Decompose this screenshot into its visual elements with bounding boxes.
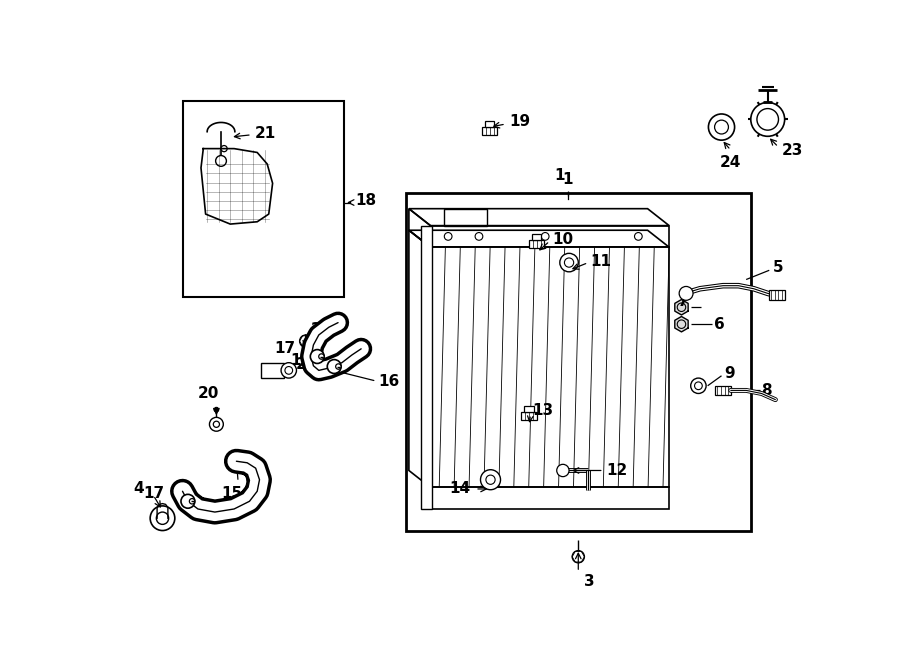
Bar: [716, 386, 731, 395]
Text: 12: 12: [606, 463, 627, 478]
Text: 18: 18: [355, 194, 376, 208]
Circle shape: [285, 367, 292, 374]
Circle shape: [319, 354, 324, 359]
Text: 22: 22: [296, 357, 317, 371]
Circle shape: [486, 475, 495, 485]
Text: 7: 7: [678, 293, 688, 309]
Bar: [529, 240, 544, 248]
Text: 15: 15: [221, 486, 242, 501]
Text: 17: 17: [274, 340, 296, 356]
Circle shape: [210, 417, 223, 431]
Text: 10: 10: [552, 232, 573, 247]
Circle shape: [310, 350, 324, 364]
Bar: [521, 412, 536, 420]
Circle shape: [281, 363, 296, 378]
Text: 16: 16: [378, 373, 400, 389]
Circle shape: [757, 108, 778, 130]
Circle shape: [708, 114, 734, 140]
Text: 2: 2: [311, 322, 322, 337]
Text: 9: 9: [724, 366, 735, 381]
Circle shape: [189, 498, 194, 504]
Circle shape: [695, 382, 702, 389]
Text: 8: 8: [761, 383, 772, 398]
Circle shape: [557, 464, 569, 477]
Circle shape: [214, 407, 219, 412]
Circle shape: [690, 378, 707, 393]
Circle shape: [216, 155, 227, 167]
Circle shape: [560, 253, 579, 272]
Circle shape: [680, 286, 693, 300]
Circle shape: [445, 233, 452, 240]
Circle shape: [336, 364, 341, 369]
Circle shape: [572, 551, 584, 563]
Text: 5: 5: [773, 260, 784, 276]
Bar: [532, 234, 541, 240]
Bar: [430, 247, 669, 487]
Text: 13: 13: [532, 403, 554, 418]
Circle shape: [213, 421, 220, 428]
Circle shape: [328, 360, 341, 373]
Circle shape: [481, 470, 500, 490]
Bar: [525, 406, 534, 412]
Text: 23: 23: [781, 143, 803, 158]
Bar: [430, 225, 669, 247]
Bar: [183, 101, 344, 297]
Text: 3: 3: [584, 574, 595, 590]
Polygon shape: [675, 299, 688, 315]
Text: 20: 20: [198, 386, 220, 401]
Bar: [770, 290, 785, 299]
Bar: [421, 225, 432, 509]
Text: 17: 17: [144, 486, 165, 501]
Text: 19: 19: [509, 114, 530, 129]
Text: 4: 4: [133, 481, 144, 496]
Bar: [261, 363, 284, 378]
Circle shape: [634, 233, 643, 240]
Circle shape: [150, 506, 175, 531]
Circle shape: [541, 233, 549, 240]
Text: 6: 6: [714, 317, 724, 332]
Bar: [485, 121, 494, 127]
Bar: [406, 193, 751, 531]
Circle shape: [221, 145, 227, 152]
Circle shape: [751, 102, 785, 136]
Text: 11: 11: [590, 254, 612, 268]
Circle shape: [564, 258, 573, 267]
Polygon shape: [675, 317, 688, 332]
Circle shape: [715, 120, 728, 134]
Circle shape: [157, 512, 168, 524]
Bar: [445, 209, 487, 225]
Text: 1: 1: [554, 169, 565, 183]
Text: 24: 24: [720, 155, 742, 170]
Text: 14: 14: [449, 481, 471, 496]
Circle shape: [475, 233, 482, 240]
Text: 17: 17: [290, 353, 311, 368]
Circle shape: [300, 335, 312, 347]
Text: 21: 21: [255, 126, 276, 141]
Bar: [482, 127, 498, 135]
Text: 1: 1: [562, 172, 572, 187]
Bar: [430, 487, 669, 509]
Circle shape: [181, 494, 194, 508]
